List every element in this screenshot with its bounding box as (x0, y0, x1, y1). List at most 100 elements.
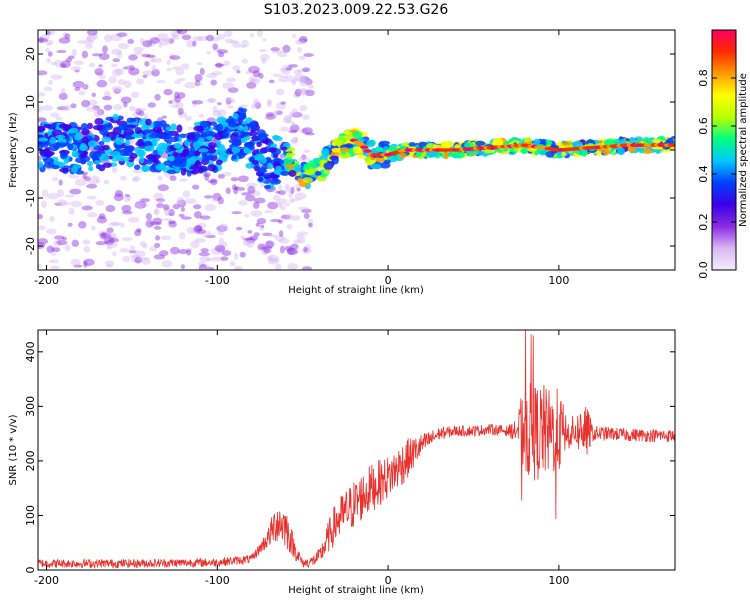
spectral-noise-blob (139, 241, 147, 247)
spectrogram-xlabel: Height of straight line (km) (288, 285, 424, 296)
spectral-noise-blob (298, 76, 305, 83)
spectral-noise-blob (200, 248, 209, 253)
spectral-noise-blob (289, 124, 300, 133)
spectral-noise-blob (86, 195, 97, 200)
spectral-noise-blob (304, 132, 315, 136)
spectral-noise-blob (110, 33, 123, 42)
spectral-noise-blob (252, 201, 260, 210)
spectral-noise-blob (268, 257, 280, 262)
spectral-noise-blob (211, 71, 223, 76)
spectral-noise-blob (40, 200, 48, 209)
spectral-noise-blob (291, 136, 298, 145)
spectral-amplitude-blob (71, 150, 80, 158)
spectral-noise-blob (133, 250, 146, 258)
spectral-noise-blob (198, 264, 208, 270)
spectral-noise-blob (134, 51, 143, 56)
spectral-amplitude-blob (492, 137, 504, 146)
spectral-noise-blob (103, 34, 113, 42)
spectral-noise-blob (199, 215, 211, 220)
spectral-noise-blob (196, 81, 203, 86)
spectral-amplitude-blob (163, 133, 173, 140)
spectral-noise-blob (253, 197, 266, 204)
spectral-amplitude-blob (91, 153, 100, 162)
spectral-noise-blob (38, 37, 49, 43)
spectral-noise-blob (232, 41, 241, 48)
spectral-noise-blob (47, 192, 59, 200)
spectral-amplitude-blob (86, 122, 94, 130)
x-tick-label: 100 (548, 574, 569, 587)
spectral-amplitude-blob (163, 160, 175, 167)
spectral-noise-blob (280, 204, 286, 211)
spectral-amplitude-blob (156, 127, 163, 135)
spectral-amplitude-blob (127, 156, 135, 163)
spectral-peak-segment (356, 142, 365, 147)
spectral-noise-blob (292, 91, 300, 99)
spectral-amplitude-blob (408, 142, 416, 147)
spectral-noise-blob (265, 240, 275, 249)
spectral-noise-blob (293, 73, 306, 81)
spectral-noise-blob (177, 199, 187, 208)
figure-title: S103.2023.009.22.53.G26 (264, 2, 449, 18)
spectral-amplitude-blob (126, 117, 135, 123)
spectral-noise-blob (127, 216, 140, 223)
spectral-noise-blob (231, 211, 242, 215)
spectral-noise-blob (211, 197, 218, 202)
spectral-noise-blob (172, 96, 177, 101)
spectral-noise-blob (206, 267, 215, 270)
spectral-noise-blob (177, 248, 189, 255)
spectral-noise-blob (199, 256, 211, 263)
spectral-noise-blob (38, 36, 44, 43)
spectral-noise-blob (96, 108, 105, 116)
spectral-amplitude-blob (69, 127, 79, 134)
spectral-noise-blob (186, 39, 195, 48)
spectral-amplitude-blob (256, 168, 268, 174)
spectral-noise-blob (46, 57, 51, 64)
spectral-noise-blob (38, 238, 49, 245)
spectral-noise-blob (302, 67, 311, 73)
spectral-noise-blob (284, 186, 291, 192)
spectral-noise-blob (245, 194, 256, 202)
spectral-amplitude-blob (94, 160, 101, 165)
spectral-amplitude-blob (51, 129, 63, 136)
spectral-noise-blob (41, 189, 49, 197)
spectral-noise-blob (248, 190, 255, 196)
spectral-noise-blob (171, 33, 180, 40)
spectral-noise-blob (87, 99, 98, 106)
spectral-noise-blob (168, 100, 173, 104)
spectral-noise-blob (276, 88, 285, 96)
spectral-noise-blob (306, 243, 311, 252)
spectral-noise-blob (275, 198, 288, 205)
spectral-amplitude-blob (80, 123, 88, 131)
spectral-noise-blob (120, 96, 132, 104)
spectral-noise-blob (257, 243, 266, 251)
spectral-noise-blob (292, 239, 302, 244)
spectral-noise-blob (279, 67, 287, 72)
spectral-noise-blob (170, 99, 181, 104)
spectral-amplitude-blob (123, 128, 135, 136)
spectral-noise-blob (198, 113, 204, 118)
spectral-noise-blob (304, 89, 315, 97)
x-tick-label: -100 (205, 574, 230, 587)
spectral-amplitude-blob (285, 163, 295, 169)
spectral-amplitude-blob (628, 137, 636, 144)
spectral-noise-blob (294, 88, 302, 97)
spectral-noise-blob (108, 222, 120, 226)
spectral-noise-blob (229, 40, 239, 44)
spectral-noise-blob (204, 203, 217, 212)
spectral-noise-blob (98, 53, 110, 61)
spectral-amplitude-blob (443, 152, 449, 160)
x-tick-label: -200 (34, 574, 59, 587)
spectral-noise-blob (142, 243, 148, 249)
spectral-noise-blob (225, 187, 231, 195)
spectral-noise-blob (107, 235, 118, 239)
spectral-noise-blob (119, 248, 130, 253)
spectral-amplitude-blob (235, 136, 242, 143)
spectral-noise-blob (140, 37, 145, 44)
spectral-noise-blob (217, 33, 226, 40)
snr-xlabel: Height of straight line (km) (288, 585, 424, 596)
spectral-noise-blob (168, 208, 175, 217)
spectral-noise-blob (233, 252, 239, 260)
spectral-noise-blob (252, 190, 261, 196)
spectral-noise-blob (134, 229, 142, 237)
spectral-noise-blob (296, 236, 306, 244)
